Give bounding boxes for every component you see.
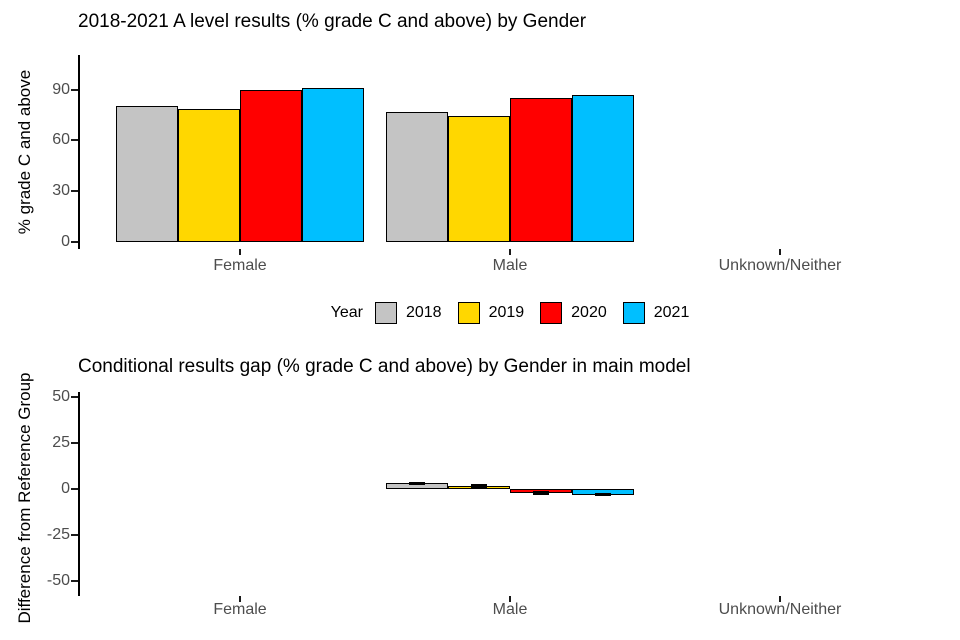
- y-tick-label: 50: [52, 388, 70, 405]
- legend-swatch-2020: [540, 302, 563, 324]
- y-tick-label: 60: [52, 131, 70, 149]
- x-tick-mark: [509, 596, 511, 602]
- legend-label-2020: 2020: [571, 304, 607, 321]
- legend-entry-2020: 2020: [540, 302, 607, 324]
- y-tick-label: -25: [46, 526, 70, 543]
- y-tick-mark: [71, 580, 78, 582]
- x-tick-mark: [239, 249, 241, 255]
- gap-chart-title: Conditional results gap (% grade C and a…: [78, 356, 691, 377]
- y-tick-label: -50: [46, 572, 70, 589]
- y-axis-line: [78, 392, 80, 596]
- legend-swatch-2019: [457, 302, 480, 324]
- y-tick-mark: [71, 88, 78, 91]
- legend-label-2021: 2021: [653, 304, 690, 321]
- bar-male-2018: [386, 111, 448, 242]
- legend: Year 2018 2019 2020 2021: [80, 299, 940, 327]
- error-bar-male-2018: [409, 481, 425, 486]
- error-bar-male-2021: [595, 492, 611, 497]
- y-tick-label: 0: [61, 480, 70, 497]
- x-tick-mark: [509, 249, 511, 255]
- y-tick-label: 90: [52, 80, 70, 98]
- bar-female-2018: [116, 106, 178, 242]
- y-tick-mark: [71, 488, 78, 490]
- bar-female-2020: [240, 89, 302, 242]
- x-tick-label: Female: [213, 257, 267, 274]
- legend-swatch-2018: [374, 302, 397, 324]
- x-tick-label: Unknown/Neither: [718, 601, 842, 618]
- legend-entry-2021: 2021: [622, 302, 690, 324]
- legend-entry-2018: 2018: [374, 302, 442, 324]
- y-tick-mark: [71, 241, 78, 243]
- y-axis-line: [78, 55, 80, 249]
- y-tick-label: 30: [52, 182, 70, 200]
- y-tick-label: 25: [52, 434, 70, 451]
- bar-male-2021: [572, 95, 634, 242]
- results-chart-title: 2018-2021 A level results (% grade C and…: [78, 11, 587, 32]
- error-bar-male-2020: [533, 490, 549, 495]
- legend-swatch-2021: [622, 302, 645, 324]
- x-tick-label: Female: [213, 601, 267, 618]
- y-tick-mark: [71, 139, 78, 142]
- x-tick-mark: [779, 249, 781, 255]
- y-tick-mark: [71, 396, 78, 398]
- y-tick-mark: [71, 442, 78, 444]
- bar-male-2019: [448, 115, 510, 242]
- y-tick-mark: [71, 534, 78, 536]
- x-tick-label: Unknown/Neither: [718, 257, 842, 274]
- x-tick-label: Male: [492, 257, 528, 274]
- y-tick-label: 0: [61, 233, 70, 250]
- x-tick-mark: [779, 596, 781, 602]
- bar-female-2019: [178, 109, 240, 242]
- legend-entries: 2018 2019 2020 2021: [374, 302, 690, 324]
- legend-entry-2019: 2019: [457, 302, 525, 324]
- x-tick-mark: [239, 596, 241, 602]
- y-tick-mark: [71, 190, 78, 193]
- legend-title: Year: [330, 304, 363, 321]
- legend-label-2019: 2019: [488, 304, 525, 321]
- error-bar-male-2019: [471, 484, 487, 489]
- x-tick-label: Male: [492, 601, 528, 618]
- bar-male-2020: [510, 98, 572, 242]
- bar-female-2021: [302, 87, 364, 242]
- legend-label-2018: 2018: [405, 304, 442, 321]
